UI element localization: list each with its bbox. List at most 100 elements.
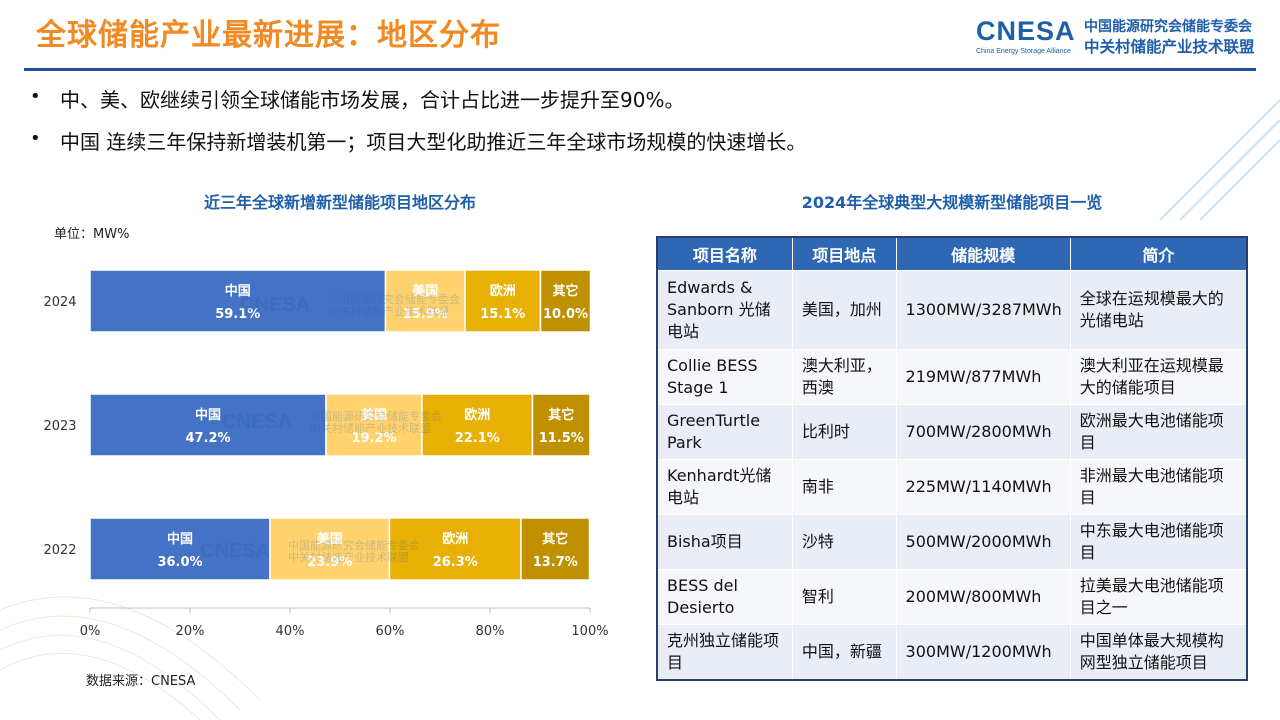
projects-table: 项目名称 项目地点 储能规模 简介 Edwards & Sanborn 光储电站… bbox=[656, 236, 1248, 681]
project-location-cell: 沙特 bbox=[791, 514, 897, 570]
bar-value-label: 15.1% bbox=[480, 307, 525, 322]
project-name-cell: Kenhardt光储电站 bbox=[656, 459, 793, 515]
project-location-cell: 智利 bbox=[791, 569, 897, 625]
stacked-bar-chart: 0% 20% 40% 60% 80% 100% 2024 中国 59.1% 美国 15.9% 欧洲 15… bbox=[43, 269, 609, 639]
logo-subtitle: China Energy Storage Alliance bbox=[976, 48, 1071, 55]
bar-value-label: 15.9% bbox=[403, 307, 448, 322]
project-location-cell: 中国，新疆 bbox=[791, 624, 897, 681]
logo-org-name-1: 中国能源研究会储能专委会 bbox=[1084, 19, 1252, 35]
table-title: 2024年全球典型大规模新型储能项目一览 bbox=[801, 193, 1103, 212]
project-name-cell: Collie BESS Stage 1 bbox=[656, 349, 793, 405]
x-tick-label: 100% bbox=[571, 624, 608, 639]
bar-value-label: 36.0% bbox=[157, 555, 202, 570]
column-header: 储能规模 bbox=[895, 236, 1071, 271]
bar-value-label: 13.7% bbox=[533, 555, 578, 570]
bar-series-label: 美国 bbox=[412, 283, 438, 299]
page-title: 全球储能产业最新进展：地区分布 bbox=[36, 18, 501, 53]
column-header: 简介 bbox=[1069, 236, 1248, 271]
project-summary-cell: 非洲最大电池储能项目 bbox=[1069, 459, 1248, 515]
project-name-cell: Bisha项目 bbox=[656, 514, 793, 570]
bar-segment bbox=[89, 269, 387, 333]
y-category-label: 2022 bbox=[43, 543, 76, 558]
bar-series-label: 中国 bbox=[195, 407, 221, 423]
project-summary-cell: 拉美最大电池储能项目之一 bbox=[1069, 569, 1248, 625]
bar-series-label: 美国 bbox=[361, 407, 387, 423]
bullet-text: 中国 连续三年保持新增装机第一；项目大型化助推近三年全球市场规模的快速增长。 bbox=[60, 130, 807, 154]
project-location-cell: 澳大利亚，西澳 bbox=[791, 349, 897, 405]
bar-segment bbox=[89, 517, 271, 581]
bar-segment bbox=[89, 393, 327, 457]
logo-org-name-2: 中关村储能产业技术联盟 bbox=[1084, 38, 1255, 56]
column-header: 项目地点 bbox=[791, 236, 897, 271]
project-name-cell: Edwards & Sanborn 光储电站 bbox=[656, 270, 793, 350]
bullet-dot: • bbox=[30, 86, 41, 107]
bar-series-label: 美国 bbox=[317, 531, 343, 547]
bar-segment bbox=[464, 269, 542, 333]
bullet-text: 中、美、欧继续引领全球储能市场发展，合计占比进一步提升至90%。 bbox=[60, 88, 685, 112]
project-name-cell: GreenTurtle Park bbox=[656, 404, 793, 460]
project-scale-cell: 200MW/800MWh bbox=[895, 569, 1071, 625]
project-summary-cell: 中东最大电池储能项目 bbox=[1069, 514, 1248, 570]
project-summary-cell: 全球在运规模最大的光储电站 bbox=[1069, 270, 1248, 350]
project-location-cell: 南非 bbox=[791, 459, 897, 515]
bar-series-label: 其它 bbox=[552, 283, 578, 299]
x-tick-label: 60% bbox=[376, 624, 405, 639]
table-row: 克州独立储能项目 中国，新疆 300MW/1200MWh 中国单体最大规模构网型… bbox=[656, 624, 1248, 681]
project-scale-cell: 225MW/1140MWh bbox=[895, 459, 1071, 515]
project-location-cell: 比利时 bbox=[791, 404, 897, 460]
table-row: BESS del Desierto 智利 200MW/800MWh 拉美最大电池… bbox=[656, 569, 1248, 625]
bullet-dot: • bbox=[30, 128, 41, 149]
chart-source: 数据来源：CNESA bbox=[86, 674, 196, 689]
project-location-cell: 美国，加州 bbox=[791, 270, 897, 350]
project-scale-cell: 300MW/1200MWh bbox=[895, 624, 1071, 681]
x-tick-label: 80% bbox=[476, 624, 505, 639]
table-row: Edwards & Sanborn 光储电站 美国，加州 1300MW/3287… bbox=[656, 270, 1248, 350]
bar-series-label: 中国 bbox=[225, 283, 251, 299]
chart-title: 近三年全球新增新型储能项目地区分布 bbox=[203, 193, 476, 212]
table-row: Kenhardt光储电站 南非 225MW/1140MWh 非洲最大电池储能项目 bbox=[656, 459, 1248, 515]
bar-value-label: 10.0% bbox=[543, 307, 588, 322]
header-divider bbox=[24, 68, 1256, 71]
bar-value-label: 59.1% bbox=[215, 307, 260, 322]
column-header: 项目名称 bbox=[656, 236, 793, 271]
logo-mark: CNESA bbox=[976, 16, 1076, 46]
bar-value-label: 47.2% bbox=[185, 431, 230, 446]
project-scale-cell: 1300MW/3287MWh bbox=[895, 270, 1071, 350]
chart-unit-label: 单位：MW% bbox=[54, 227, 130, 242]
cnesa-logo: CNESA China Energy Storage Alliance 中国能源… bbox=[976, 16, 1266, 56]
x-tick-label: 20% bbox=[176, 624, 205, 639]
bar-segment bbox=[539, 269, 592, 333]
bar-segment bbox=[421, 393, 534, 457]
bar-series-label: 欧洲 bbox=[490, 283, 516, 299]
project-summary-cell: 澳大利亚在运规模最大的储能项目 bbox=[1069, 349, 1248, 405]
bar-segment bbox=[269, 517, 391, 581]
project-scale-cell: 700MW/2800MWh bbox=[895, 404, 1071, 460]
bar-series-label: 中国 bbox=[167, 531, 193, 547]
bar-segment bbox=[388, 517, 522, 581]
bar-segment bbox=[520, 517, 591, 581]
bar-series-label: 其它 bbox=[542, 531, 568, 547]
bar-series-label: 其它 bbox=[548, 407, 574, 423]
bar-segment bbox=[384, 269, 466, 333]
table-row: Collie BESS Stage 1 澳大利亚，西澳 219MW/877MWh… bbox=[656, 349, 1248, 405]
project-scale-cell: 219MW/877MWh bbox=[895, 349, 1071, 405]
bar-series-label: 欧洲 bbox=[464, 407, 490, 423]
project-summary-cell: 欧洲最大电池储能项目 bbox=[1069, 404, 1248, 460]
x-tick-label: 40% bbox=[276, 624, 305, 639]
table-row: GreenTurtle Park 比利时 700MW/2800MWh 欧洲最大电… bbox=[656, 404, 1248, 460]
bar-value-label: 26.3% bbox=[433, 555, 478, 570]
table-row: Bisha项目 沙特 500MW/2000MWh 中东最大电池储能项目 bbox=[656, 514, 1248, 570]
y-category-label: 2023 bbox=[43, 419, 76, 434]
bar-value-label: 23.9% bbox=[307, 555, 352, 570]
x-tick-label: 0% bbox=[80, 624, 101, 639]
bar-value-label: 22.1% bbox=[455, 431, 500, 446]
table-header-row: 项目名称 项目地点 储能规模 简介 bbox=[656, 236, 1248, 271]
bar-value-label: 19.2% bbox=[351, 431, 396, 446]
project-summary-cell: 中国单体最大规模构网型独立储能项目 bbox=[1069, 624, 1248, 681]
bar-value-label: 11.5% bbox=[539, 431, 584, 446]
project-scale-cell: 500MW/2000MWh bbox=[895, 514, 1071, 570]
bar-segment bbox=[531, 393, 591, 457]
project-name-cell: BESS del Desierto bbox=[656, 569, 793, 625]
y-category-label: 2024 bbox=[43, 295, 76, 310]
bar-series-label: 欧洲 bbox=[442, 531, 468, 547]
